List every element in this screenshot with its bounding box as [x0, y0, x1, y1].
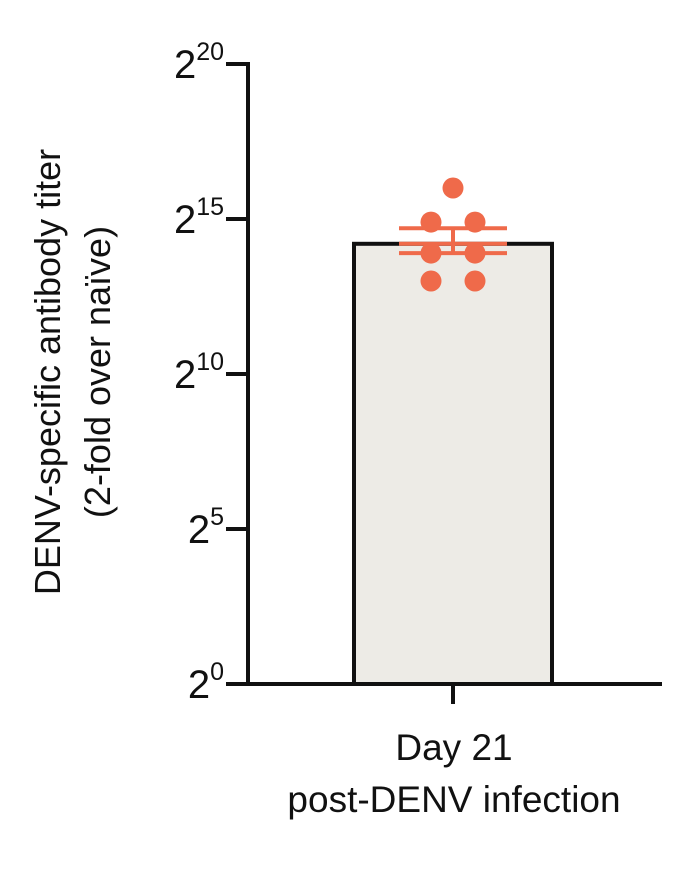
- data-point-5: [420, 270, 442, 292]
- data-point-1: [420, 211, 442, 233]
- data-point-6: [464, 270, 486, 292]
- x-tick-label-line2: post-DENV infection: [287, 779, 620, 820]
- y-tick-label-1: 25: [188, 503, 224, 552]
- bar-day21: [352, 241, 554, 687]
- data-point-2: [464, 211, 486, 233]
- y-tick-label-4: 220: [174, 38, 224, 87]
- y-axis-title-line1: DENV-specific antibody titer: [27, 149, 68, 595]
- data-point-4: [464, 242, 486, 264]
- y-tick-label-0: 20: [188, 658, 224, 707]
- x-tick-label-line1: Day 21: [395, 727, 512, 768]
- y-ticks: 20 25 210 215 220: [174, 38, 248, 707]
- data-point-3: [420, 242, 442, 264]
- plot-area: [246, 62, 662, 704]
- y-tick-label-2: 210: [174, 348, 224, 397]
- data-point-0: [442, 177, 464, 199]
- y-tick-label-3: 215: [174, 193, 224, 242]
- y-axis-title-line2: (2-fold over naïve): [77, 226, 118, 518]
